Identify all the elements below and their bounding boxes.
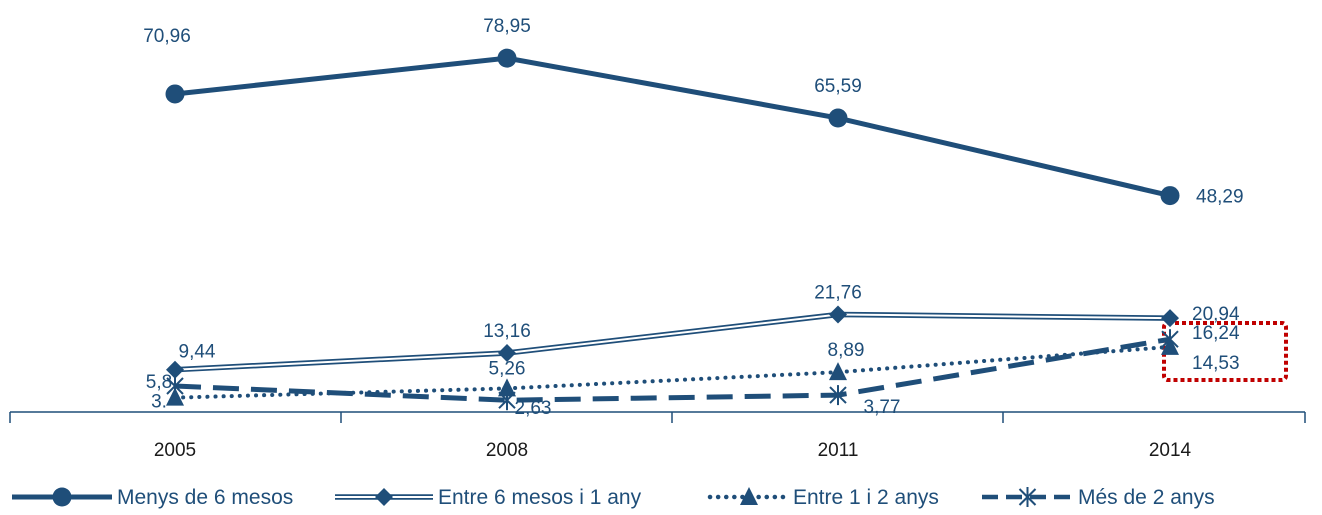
series-1: [166, 305, 1179, 379]
data-point-diamond: [829, 305, 847, 324]
data-point-asterisk: [1018, 487, 1037, 507]
data-point-diamond: [498, 344, 516, 363]
legend-item-1: Entre 6 mesos i 1 any: [335, 486, 642, 509]
legend-item-0: Menys de 6 mesos: [12, 486, 293, 509]
legend-label: Menys de 6 mesos: [117, 486, 293, 509]
data-point-triangle: [829, 362, 847, 381]
data-point-diamond: [166, 360, 184, 379]
legend: Menys de 6 mesos Entre 6 mesos i 1 any Ent…: [12, 486, 1215, 509]
data-point-circle: [497, 48, 517, 68]
data-point-asterisk: [166, 376, 184, 397]
data-point-asterisk: [829, 385, 847, 406]
data-label: 3.: [151, 392, 167, 413]
data-label: 5,8: [146, 372, 172, 393]
data-label: 2,63: [515, 398, 552, 419]
data-point-asterisk: [498, 390, 516, 411]
data-label: 20,94: [1192, 304, 1240, 325]
data-label: 70,96: [143, 26, 191, 47]
data-label: 14,53: [1192, 353, 1240, 374]
x-tick-label: 2011: [818, 440, 859, 461]
x-axis: 2005 2008 2011 2014: [9, 411, 1306, 461]
series-0: [165, 48, 1180, 206]
data-label: 13,16: [483, 321, 531, 342]
legend-label: Entre 6 mesos i 1 any: [438, 486, 642, 509]
data-point-circle: [52, 487, 72, 507]
data-labels: 70,96 78,95 65,59 48,29 9,44 13,16 21,76 20,94 3…: [143, 16, 1243, 419]
data-point-diamond: [1161, 309, 1179, 328]
legend-item-2: Entre 1 i 2 anys: [707, 486, 939, 509]
data-point-triangle: [166, 387, 184, 406]
x-tick-label: 2008: [486, 440, 528, 461]
series-3: [166, 329, 1179, 411]
x-tick-label: 2005: [154, 440, 196, 461]
data-label: 8,89: [828, 340, 865, 361]
data-point-diamond: [375, 488, 393, 506]
data-label: 65,59: [814, 76, 862, 97]
data-point-triangle: [740, 487, 758, 505]
series-layer: [165, 48, 1180, 411]
legend-item-3: Més de 2 anys: [982, 486, 1215, 509]
highlight-box: [1162, 321, 1288, 382]
legend-label: Més de 2 anys: [1078, 486, 1215, 509]
data-label: 48,29: [1196, 187, 1244, 208]
data-label: 3,77: [864, 397, 901, 418]
data-point-asterisk: [1161, 329, 1179, 350]
data-label: 21,76: [814, 282, 862, 303]
highlight-box-2014: [1162, 321, 1288, 382]
data-label: 16,24: [1192, 323, 1240, 344]
data-label: 5,26: [489, 358, 526, 379]
data-point-circle: [1160, 186, 1180, 206]
series-2: [166, 336, 1179, 406]
legend-label: Entre 1 i 2 anys: [793, 486, 939, 509]
series-line: [174, 336, 1171, 403]
x-tick-label: 2014: [1149, 440, 1192, 461]
series-line: [174, 55, 1171, 199]
data-label: 78,95: [483, 16, 531, 37]
series-line: [173, 344, 1172, 400]
data-point-triangle: [498, 378, 516, 397]
series-line-inner: [174, 313, 1171, 371]
data-point-circle: [165, 84, 185, 104]
data-point-circle: [828, 108, 848, 128]
data-label: 9,44: [179, 342, 216, 363]
